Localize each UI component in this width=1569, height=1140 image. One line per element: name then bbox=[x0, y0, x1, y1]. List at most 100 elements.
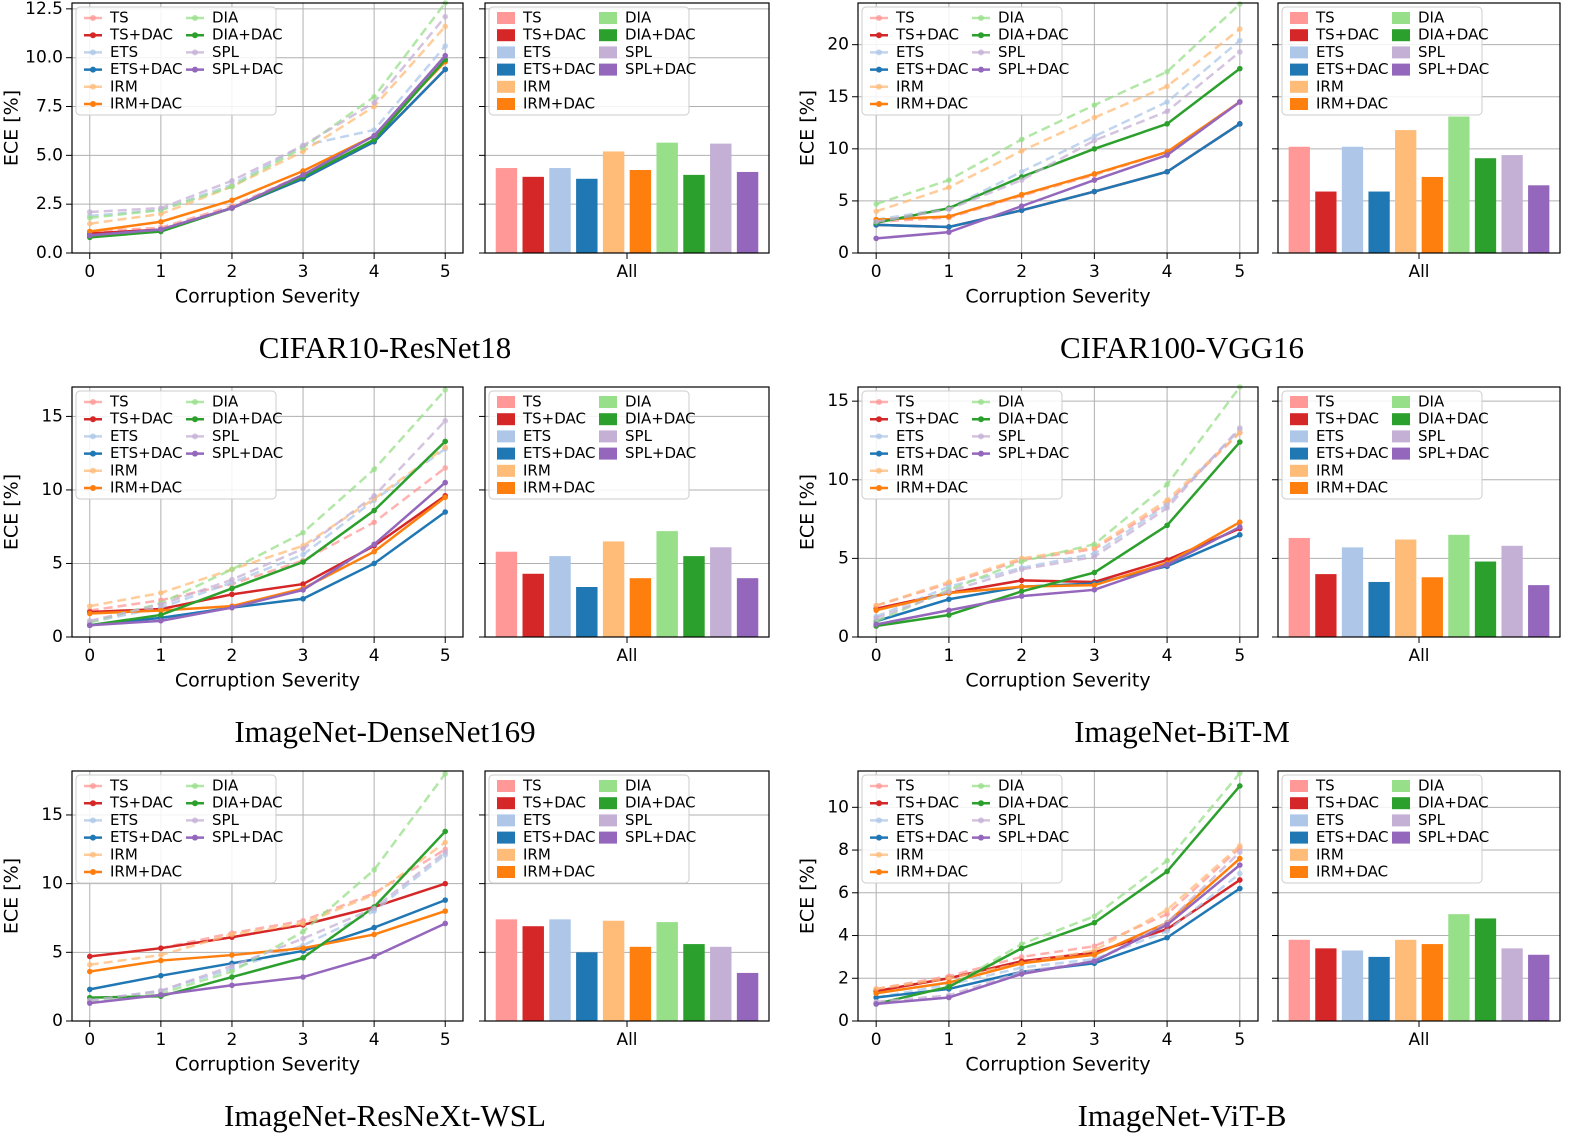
series-line bbox=[89, 440, 447, 627]
bar bbox=[736, 972, 759, 1021]
axes-frame bbox=[484, 386, 770, 638]
legend-swatch bbox=[1290, 464, 1308, 477]
y-tick-label: 2 bbox=[838, 968, 849, 988]
y-tick-label: 8 bbox=[838, 840, 849, 860]
x-tick-label: 2 bbox=[1016, 646, 1027, 666]
bar bbox=[1368, 581, 1390, 637]
point bbox=[873, 208, 879, 215]
x-axis-label: Corruption Severity bbox=[175, 670, 360, 692]
legend-label: ETS bbox=[1316, 811, 1344, 829]
legend-marker bbox=[90, 66, 96, 73]
bar bbox=[1528, 185, 1550, 253]
x-tick-label: 3 bbox=[1089, 262, 1100, 282]
legend-label: ETS bbox=[523, 427, 551, 445]
point bbox=[1164, 907, 1170, 913]
legend-label: SPL bbox=[625, 427, 653, 445]
series-line bbox=[89, 510, 446, 627]
legend-label: ETS+DAC bbox=[523, 60, 596, 78]
point bbox=[1164, 868, 1170, 875]
point bbox=[1237, 524, 1243, 530]
legend-label: TS+DAC bbox=[109, 794, 173, 812]
x-tick-label: All bbox=[1408, 1030, 1429, 1050]
axes-frame bbox=[71, 770, 464, 1022]
point bbox=[300, 974, 306, 980]
point bbox=[158, 957, 164, 964]
series-line bbox=[89, 481, 447, 627]
bar bbox=[549, 168, 571, 253]
point bbox=[1164, 108, 1170, 115]
legend-label: DIA+DAC bbox=[212, 26, 283, 44]
series-line bbox=[875, 28, 1241, 213]
bar bbox=[576, 178, 598, 253]
legend-label: IRM bbox=[896, 461, 924, 479]
legend-label: DIA+DAC bbox=[212, 794, 283, 812]
legend-swatch bbox=[599, 396, 617, 408]
legend-swatch bbox=[1290, 430, 1308, 443]
point bbox=[1018, 964, 1025, 971]
legend-marker bbox=[978, 834, 984, 841]
x-tick-label: 0 bbox=[84, 646, 95, 666]
legend-label: ETS bbox=[1316, 427, 1344, 445]
legend-label: IRM+DAC bbox=[896, 95, 968, 113]
point bbox=[371, 133, 377, 139]
series-line bbox=[89, 496, 446, 615]
legend-label: DIA bbox=[212, 9, 239, 27]
point bbox=[946, 224, 952, 230]
point bbox=[158, 952, 164, 958]
point bbox=[1091, 133, 1098, 140]
point bbox=[158, 612, 164, 618]
legend-marker bbox=[876, 399, 882, 405]
bar bbox=[1315, 191, 1337, 253]
x-tick-label: 1 bbox=[155, 646, 166, 666]
legend-label: SPL+DAC bbox=[212, 444, 283, 462]
bar bbox=[683, 944, 705, 1021]
legend-swatch bbox=[497, 866, 515, 878]
series-line bbox=[875, 846, 1241, 991]
legend-marker bbox=[192, 834, 198, 841]
legend-label: IRM bbox=[896, 845, 924, 863]
point bbox=[946, 213, 952, 220]
legend-marker bbox=[90, 485, 96, 491]
panel-title: CIFAR100-VGG16 bbox=[1060, 330, 1304, 365]
point bbox=[1018, 136, 1025, 143]
bar bbox=[1395, 939, 1417, 1021]
legend-label: TS bbox=[1315, 777, 1335, 795]
axes-frame bbox=[1277, 386, 1561, 638]
legend-label: IRM+DAC bbox=[896, 479, 968, 497]
point bbox=[300, 945, 306, 951]
bar bbox=[1474, 561, 1497, 637]
legend-swatch bbox=[1392, 831, 1410, 844]
bar bbox=[1421, 577, 1443, 637]
x-tick-label: 3 bbox=[298, 262, 309, 282]
x-tick-label: 0 bbox=[84, 262, 95, 282]
point bbox=[442, 920, 449, 927]
point bbox=[300, 935, 306, 942]
legend-box bbox=[75, 6, 277, 116]
point bbox=[371, 891, 377, 898]
bar bbox=[656, 142, 678, 253]
bar bbox=[602, 151, 625, 253]
point bbox=[1237, 770, 1243, 776]
point bbox=[300, 581, 306, 587]
legend-label: TS+DAC bbox=[895, 410, 959, 428]
point bbox=[442, 52, 449, 59]
legend-marker bbox=[978, 15, 984, 21]
legend-label: ETS bbox=[110, 811, 138, 829]
legend-marker bbox=[876, 467, 882, 474]
bar bbox=[1315, 948, 1337, 1021]
legend-label: ETS+DAC bbox=[523, 444, 596, 462]
legend-swatch bbox=[1290, 80, 1308, 93]
point bbox=[371, 507, 377, 514]
point bbox=[1018, 583, 1025, 590]
bar bbox=[1315, 574, 1337, 637]
point bbox=[873, 621, 879, 628]
legend-marker bbox=[192, 66, 198, 73]
point bbox=[873, 218, 879, 225]
series-line bbox=[89, 841, 446, 966]
series-line bbox=[89, 54, 447, 237]
legend-label: IRM bbox=[523, 77, 551, 95]
y-tick-label: 0 bbox=[52, 1011, 63, 1031]
x-tick-label: 2 bbox=[1016, 1030, 1027, 1050]
point bbox=[1164, 505, 1170, 511]
point bbox=[946, 579, 952, 585]
